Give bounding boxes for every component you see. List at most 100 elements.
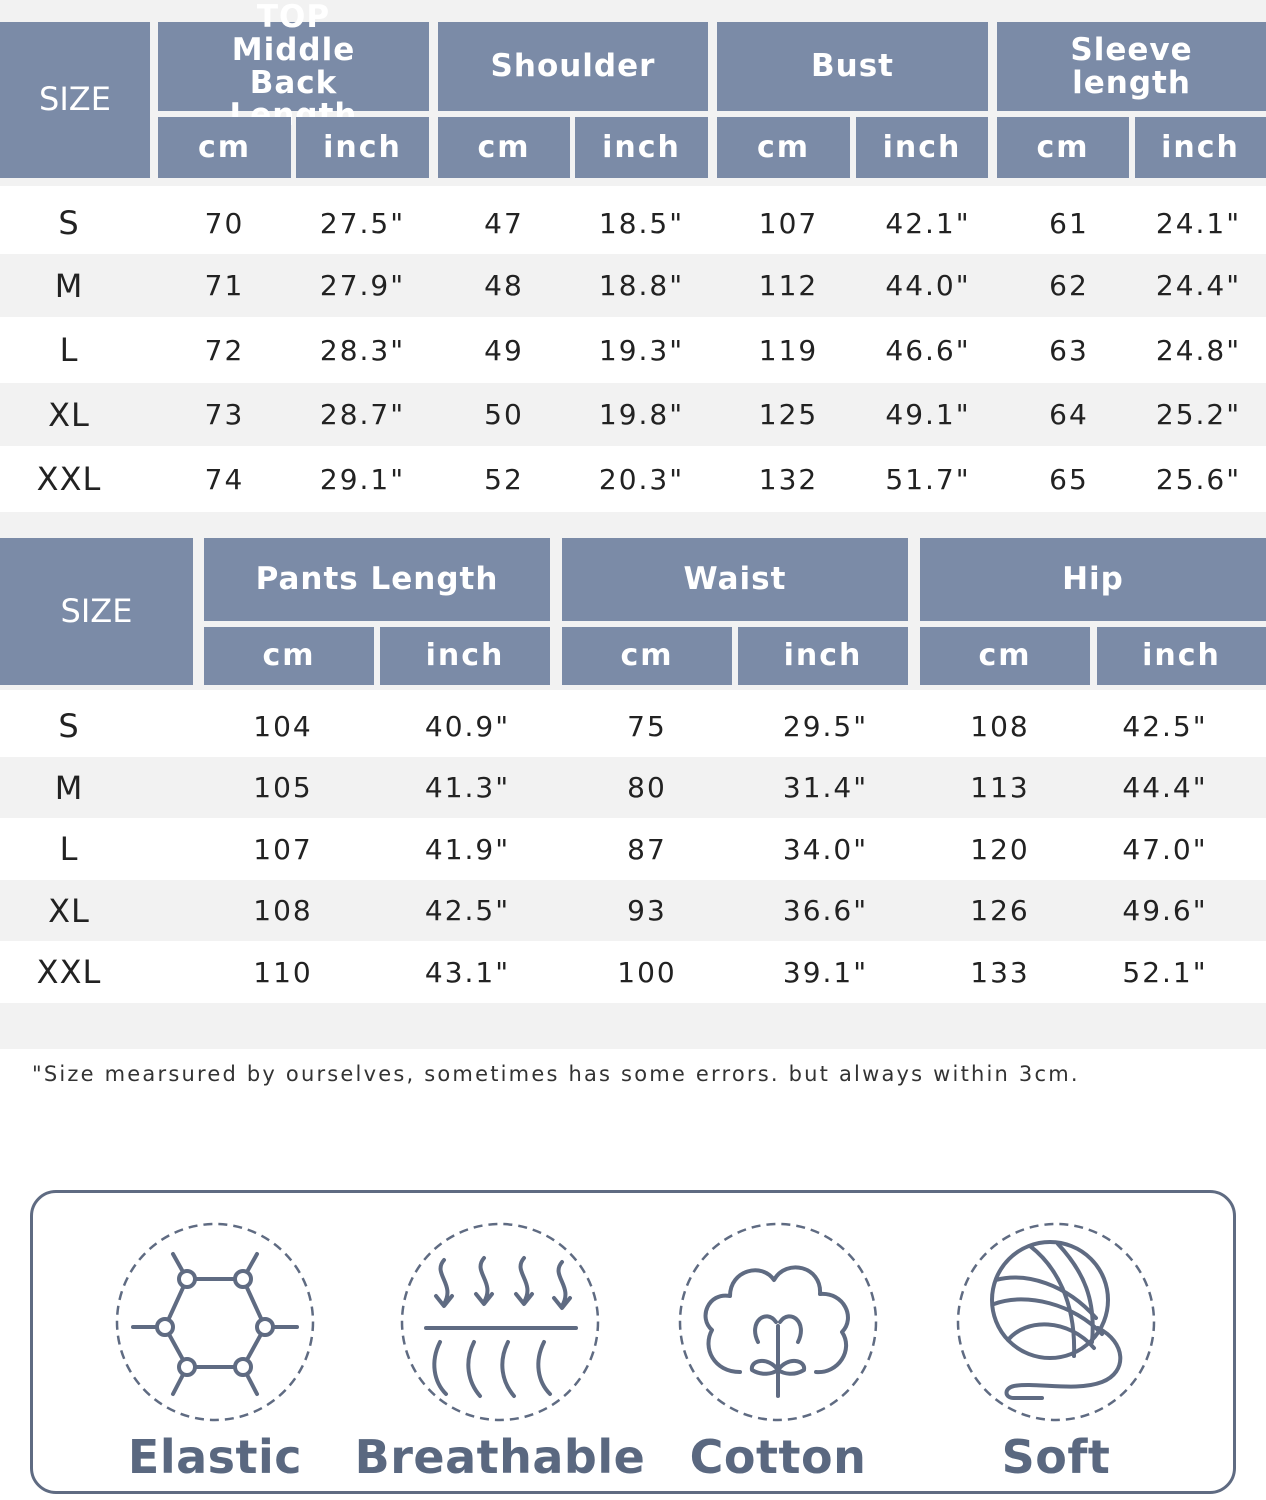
table-row: XL 73 28.7" 50 19.8" 125 49.1" 64 25.2" bbox=[0, 383, 1266, 446]
size-cell: XL bbox=[48, 395, 90, 434]
bottom-unit-cm: cm bbox=[204, 627, 374, 685]
value-cell: 125 bbox=[758, 398, 819, 431]
value-cell: 41.9" bbox=[424, 832, 511, 866]
value-cell: 47.0" bbox=[1122, 832, 1208, 866]
value-cell: 28.3" bbox=[319, 333, 406, 367]
value-cell: 42.1" bbox=[885, 206, 971, 240]
value-cell: 73 bbox=[204, 398, 245, 431]
value-cell: 18.8" bbox=[598, 269, 685, 302]
value-cell: 19.8" bbox=[598, 398, 685, 431]
value-cell: 44.4" bbox=[1122, 771, 1208, 804]
breathable-icon bbox=[400, 1222, 600, 1422]
size-cell: L bbox=[59, 331, 79, 369]
top-unit-inch: inch bbox=[296, 117, 429, 178]
bottom-size-header: SIZE bbox=[0, 538, 193, 685]
table-row: S 70 27.5" 47 18.5" 107 42.1" 61 24.1" bbox=[0, 193, 1266, 253]
size-cell: XL bbox=[48, 891, 90, 930]
value-cell: 74 bbox=[204, 462, 245, 496]
value-cell: 48 bbox=[484, 269, 524, 302]
value-cell: 49.6" bbox=[1122, 894, 1208, 927]
top-group-shoulder: Shoulder bbox=[438, 22, 708, 111]
bottom-group-pants-length: Pants Length bbox=[204, 538, 550, 621]
value-cell: 39.1" bbox=[782, 955, 869, 989]
bottom-group-hip: Hip bbox=[920, 538, 1266, 621]
value-cell: 34.0" bbox=[782, 832, 869, 866]
feature-elastic: Elastic bbox=[80, 1222, 350, 1492]
value-cell: 120 bbox=[970, 832, 1030, 866]
top-unit-cm: cm bbox=[717, 117, 850, 178]
value-cell: 42.5" bbox=[1122, 709, 1208, 743]
value-cell: 52.1" bbox=[1122, 955, 1208, 989]
value-cell: 49.1" bbox=[885, 398, 971, 431]
value-cell: 29.5" bbox=[782, 709, 869, 743]
feature-soft: Soft bbox=[921, 1222, 1191, 1492]
value-cell: 133 bbox=[970, 955, 1030, 989]
top-unit-cm: cm bbox=[438, 117, 570, 178]
value-cell: 112 bbox=[758, 269, 819, 302]
top-group-sleeve-length: Sleeve length bbox=[997, 22, 1266, 111]
top-unit-cm: cm bbox=[158, 117, 291, 178]
value-cell: 24.4" bbox=[1155, 269, 1242, 302]
value-cell: 105 bbox=[253, 771, 313, 804]
value-cell: 49 bbox=[484, 333, 524, 367]
top-unit-inch: inch bbox=[856, 117, 988, 178]
value-cell: 80 bbox=[627, 771, 667, 804]
value-cell: 24.1" bbox=[1155, 206, 1242, 240]
value-cell: 63 bbox=[1049, 333, 1089, 367]
measurement-note: "Size mearsured by ourselves, sometimes … bbox=[32, 1062, 1080, 1086]
value-cell: 41.3" bbox=[424, 771, 511, 804]
features-panel bbox=[30, 1190, 1236, 1494]
value-cell: 27.5" bbox=[319, 206, 406, 240]
cotton-icon bbox=[678, 1222, 878, 1422]
value-cell: 29.1" bbox=[319, 462, 406, 496]
value-cell: 70 bbox=[204, 206, 245, 240]
size-cell: S bbox=[58, 707, 80, 745]
value-cell: 25.2" bbox=[1155, 398, 1242, 431]
table-row: XXL 74 29.1" 52 20.3" 132 51.7" 65 25.6" bbox=[0, 447, 1266, 511]
yarn-ball-icon bbox=[956, 1222, 1156, 1422]
value-cell: 43.1" bbox=[424, 955, 511, 989]
top-unit-inch: inch bbox=[575, 117, 708, 178]
value-cell: 42.5" bbox=[424, 894, 511, 927]
value-cell: 65 bbox=[1049, 462, 1089, 496]
feature-label: Elastic bbox=[127, 1430, 303, 1484]
value-cell: 18.5" bbox=[598, 206, 685, 240]
value-cell: 119 bbox=[758, 333, 819, 367]
value-cell: 72 bbox=[204, 333, 245, 367]
size-cell: S bbox=[58, 204, 80, 242]
value-cell: 20.3" bbox=[598, 462, 685, 496]
bottom-unit-inch: inch bbox=[738, 627, 908, 685]
value-cell: 40.9" bbox=[424, 709, 511, 743]
value-cell: 110 bbox=[253, 955, 313, 989]
value-cell: 24.8" bbox=[1155, 333, 1242, 367]
size-cell: M bbox=[54, 768, 84, 807]
feature-label: Breathable bbox=[354, 1430, 646, 1484]
size-cell: XXL bbox=[36, 460, 102, 498]
elastic-icon bbox=[115, 1222, 315, 1422]
value-cell: 25.6" bbox=[1155, 462, 1242, 496]
feature-label: Soft bbox=[1001, 1430, 1111, 1484]
value-cell: 64 bbox=[1049, 398, 1089, 431]
value-cell: 50 bbox=[484, 398, 524, 431]
value-cell: 46.6" bbox=[885, 333, 971, 367]
value-cell: 27.9" bbox=[319, 269, 406, 302]
value-cell: 28.7" bbox=[319, 398, 406, 431]
size-cell: L bbox=[59, 830, 79, 868]
value-cell: 113 bbox=[970, 771, 1030, 804]
value-cell: 108 bbox=[970, 709, 1030, 743]
value-cell: 132 bbox=[758, 462, 819, 496]
section-divider bbox=[0, 512, 1266, 538]
value-cell: 75 bbox=[627, 709, 667, 743]
bottom-unit-cm: cm bbox=[920, 627, 1090, 685]
value-cell: 36.6" bbox=[782, 894, 869, 927]
value-cell: 87 bbox=[627, 832, 667, 866]
top-unit-inch: inch bbox=[1135, 117, 1266, 178]
top-size-header: SIZE bbox=[0, 22, 150, 178]
value-cell: 62 bbox=[1049, 269, 1089, 302]
table-row: XXL 110 43.1" 100 39.1" 133 52.1" bbox=[0, 942, 1266, 1002]
value-cell: 61 bbox=[1049, 206, 1089, 240]
table-row: S 104 40.9" 75 29.5" 108 42.5" bbox=[0, 696, 1266, 756]
value-cell: 19.3" bbox=[598, 333, 685, 367]
size-cell: M bbox=[54, 266, 84, 305]
section-divider bbox=[0, 1003, 1266, 1049]
